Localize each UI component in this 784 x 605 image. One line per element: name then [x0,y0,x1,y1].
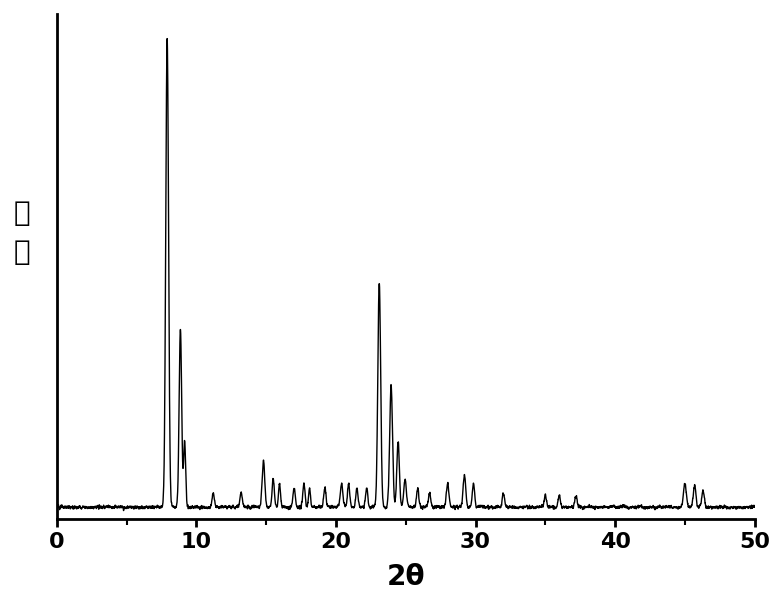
X-axis label: 2θ: 2θ [387,563,425,591]
Y-axis label: 强
度: 强 度 [14,199,31,266]
